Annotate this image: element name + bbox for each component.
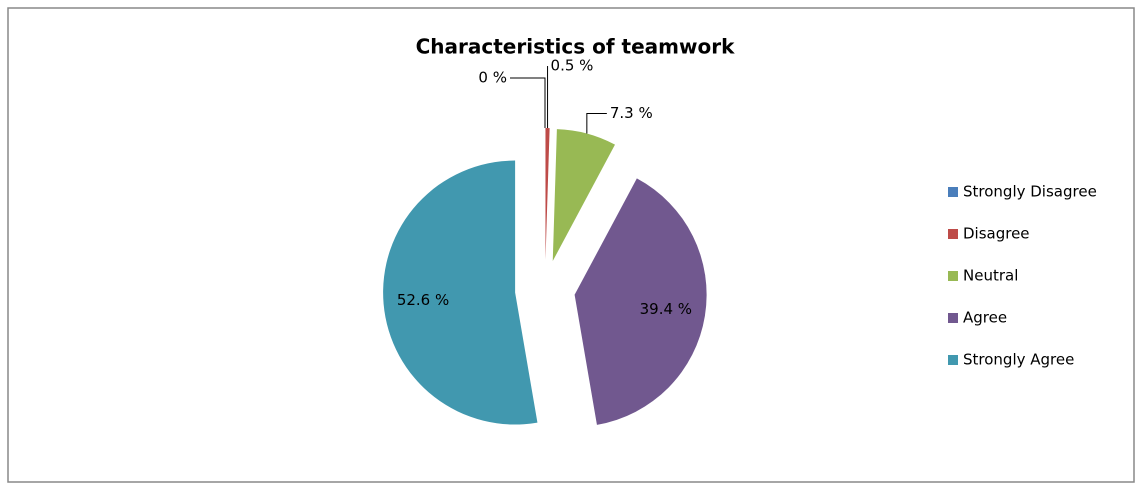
pie-slice	[574, 178, 707, 425]
legend-swatch	[948, 187, 958, 197]
legend-swatch	[948, 271, 958, 281]
legend-label: Agree	[963, 309, 1007, 327]
pie-slice	[383, 160, 538, 425]
legend-label: Strongly Disagree	[963, 183, 1097, 201]
legend-label: Neutral	[963, 267, 1018, 285]
data-label: 0 %	[478, 69, 507, 87]
pie-slice	[552, 129, 615, 262]
pie-slice	[545, 128, 550, 261]
legend-swatch	[948, 355, 958, 365]
legend-swatch	[948, 313, 958, 323]
legend-swatch	[948, 229, 958, 239]
data-label: 39.4 %	[640, 300, 692, 318]
data-label: 52.6 %	[397, 291, 449, 309]
data-label: 7.3 %	[610, 104, 653, 122]
leader-line	[510, 77, 546, 128]
chart-border	[7, 7, 1135, 483]
chart-title: Characteristics of teamwork	[416, 35, 735, 59]
leader-line	[586, 112, 607, 134]
data-label: 0.5 %	[551, 57, 594, 75]
legend-label: Disagree	[963, 225, 1030, 243]
legend-label: Strongly Agree	[963, 351, 1074, 369]
